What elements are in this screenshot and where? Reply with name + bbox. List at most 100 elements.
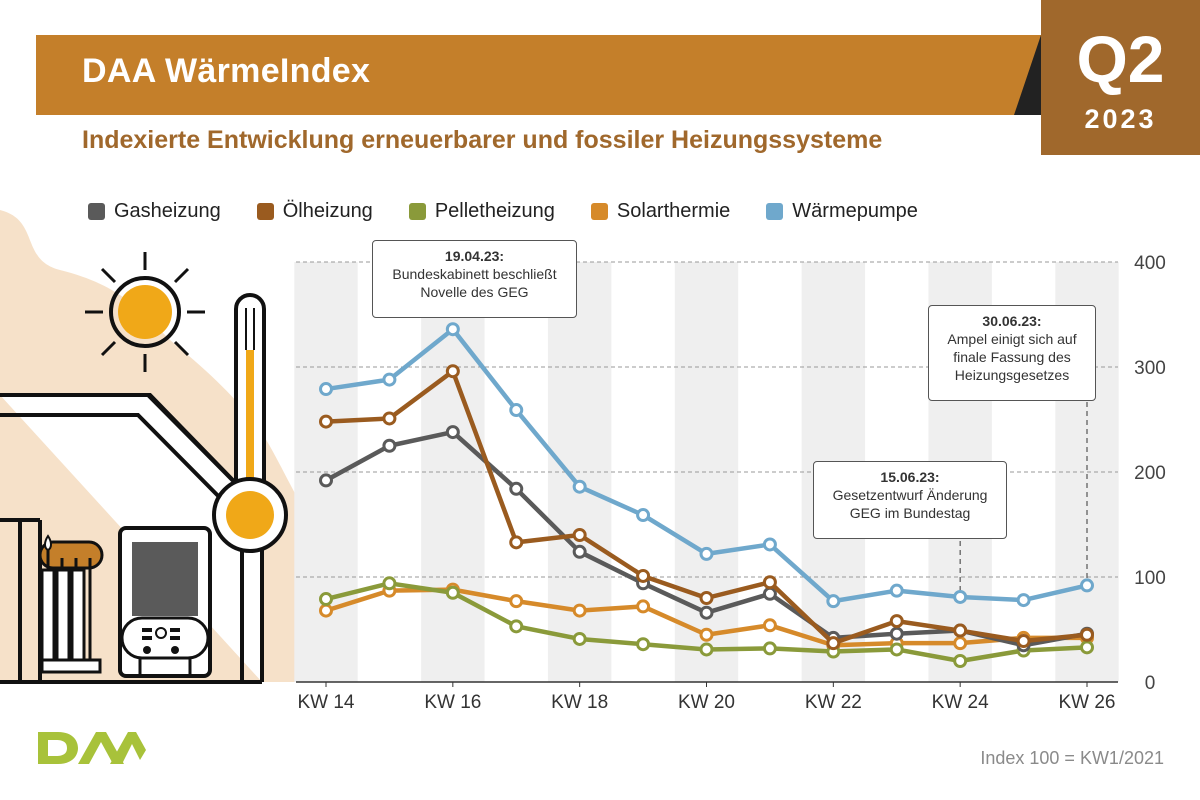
x-tick-label: KW 20	[678, 692, 735, 713]
legend-label: Ölheizung	[282, 199, 373, 222]
data-point	[1080, 627, 1094, 642]
data-point	[826, 594, 841, 609]
data-point	[699, 605, 714, 620]
legend-item: Wärmepumpe	[766, 200, 918, 223]
annotation-date: 15.06.23:	[880, 469, 940, 485]
y-tick-label: 100	[1134, 568, 1166, 589]
data-point	[699, 642, 714, 657]
data-point	[953, 589, 968, 604]
data-point	[572, 528, 587, 542]
legend-swatch	[408, 202, 426, 220]
legend-item: Gasheizung	[88, 200, 221, 223]
annotation-box: 30.06.23: Ampel einigt sich auf finale Fas…	[928, 305, 1096, 401]
data-point	[1080, 640, 1094, 655]
data-point	[509, 403, 524, 418]
data-point	[445, 425, 460, 440]
solar-tank-icon	[38, 534, 104, 674]
page-title: DAA WärmeIndex	[82, 52, 371, 90]
y-tick-label: 400	[1134, 253, 1166, 274]
title-banner	[36, 35, 1046, 115]
data-point	[953, 654, 968, 668]
daa-logo	[38, 732, 146, 764]
data-point	[699, 546, 714, 561]
annotation-text: Gesetzentwurf Änderung	[832, 487, 988, 503]
data-point	[572, 479, 587, 494]
annotation-date: 19.04.23:	[444, 248, 505, 264]
boiler-icon	[118, 526, 212, 678]
y-tick-label: 200	[1134, 463, 1166, 484]
data-point	[889, 626, 904, 641]
y-tick-label: 300	[1134, 358, 1166, 379]
legend-label: Solarthermie	[616, 199, 731, 222]
data-point	[699, 591, 714, 605]
x-tick-label: KW 18	[551, 692, 608, 713]
legend-swatch	[256, 202, 274, 220]
annotation-text: Novelle des GEG	[420, 284, 529, 300]
sun-icon	[85, 252, 205, 372]
data-point	[699, 627, 714, 642]
legend-item: Solarthermie	[590, 199, 731, 223]
data-point	[762, 641, 777, 656]
data-point	[319, 603, 333, 618]
data-point	[636, 637, 651, 652]
data-point	[762, 618, 777, 633]
y-tick-label: 0	[1145, 673, 1156, 694]
data-point	[509, 594, 524, 609]
quarter-badge	[1041, 0, 1200, 155]
data-point	[762, 586, 777, 601]
data-point	[762, 575, 777, 590]
data-point	[509, 481, 524, 496]
annotation-box: 19.04.23: Bundeskabinett beschließt Novell…	[372, 240, 577, 318]
thermometer-icon	[212, 293, 288, 553]
chart-subtitle: Indexierte Entwicklung erneuerbarer und …	[82, 126, 883, 154]
year-label: 2023	[1084, 104, 1157, 134]
data-point	[636, 568, 651, 583]
annotation-text: Ampel einigt sich auf	[947, 331, 1077, 347]
data-point	[445, 322, 460, 337]
x-tick-label: KW 14	[297, 692, 354, 713]
data-point	[572, 631, 587, 646]
data-point	[572, 603, 587, 618]
legend-swatch	[590, 202, 608, 220]
data-point	[636, 599, 651, 614]
data-point	[572, 544, 587, 559]
data-point	[953, 623, 968, 638]
legend-item: Ölheizung	[256, 199, 373, 223]
data-point	[319, 414, 333, 429]
data-point	[319, 382, 333, 397]
data-point	[1016, 593, 1031, 608]
annotation-text: Bundeskabinett beschließt	[392, 266, 557, 282]
data-point	[509, 619, 524, 634]
data-point	[382, 372, 397, 387]
data-point	[953, 636, 968, 651]
x-tick-label: KW 22	[805, 692, 862, 713]
x-tick-label: KW 24	[932, 692, 989, 713]
data-point	[889, 642, 904, 657]
data-point	[1016, 634, 1031, 649]
annotation-date: 30.06.23:	[982, 313, 1042, 329]
annotation-box: 15.06.23: Gesetzentwurf Änderung GEG im Bu…	[813, 461, 1007, 539]
data-point	[509, 535, 524, 550]
legend-item: Pelletheizung	[408, 200, 555, 223]
annotation-text: GEG im Bundestag	[849, 505, 971, 521]
x-tick-label: KW 16	[424, 692, 481, 713]
illustration	[0, 210, 300, 684]
legend-swatch	[766, 202, 784, 220]
data-point	[382, 438, 397, 453]
legend-label: Gasheizung	[114, 199, 221, 222]
x-tick-label: KW 26	[1058, 692, 1115, 713]
data-point	[319, 592, 333, 607]
quarter-label: Q2	[1076, 22, 1165, 96]
index-footnote: Index 100 = KW1/2021	[980, 748, 1164, 768]
legend-label: Wärmepumpe	[792, 199, 918, 222]
data-point	[762, 537, 777, 552]
data-point	[1080, 578, 1094, 593]
data-point	[889, 614, 904, 629]
legend-swatch	[88, 202, 105, 220]
data-point	[319, 473, 333, 488]
data-point	[636, 508, 651, 523]
data-point	[445, 364, 460, 379]
data-point	[382, 411, 397, 426]
annotation-text: finale Fassung des	[953, 349, 1071, 365]
